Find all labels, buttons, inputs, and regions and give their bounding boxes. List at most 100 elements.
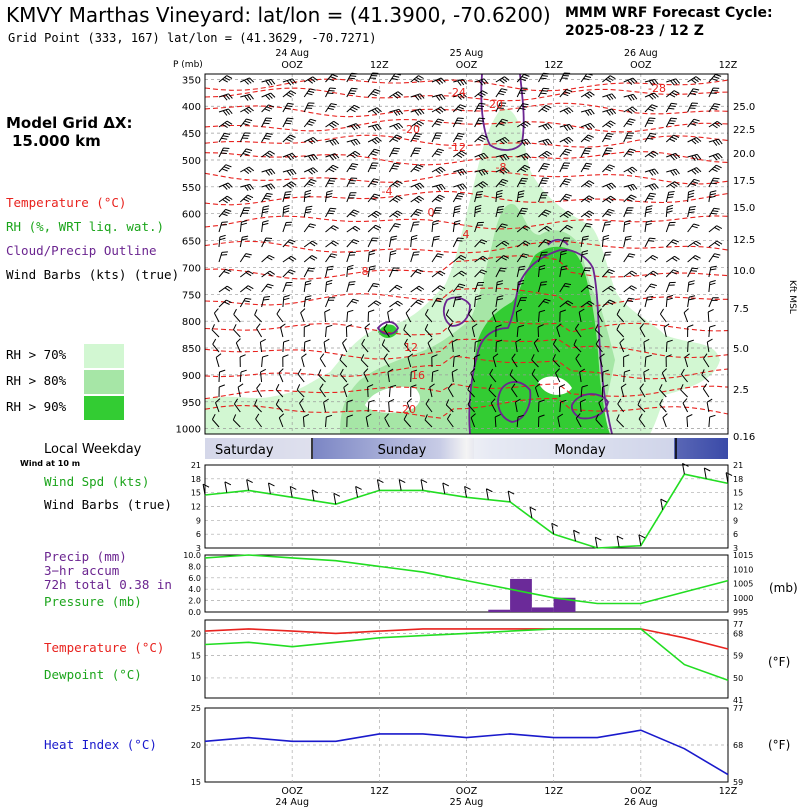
pressure-tick-label: 350 <box>182 75 201 86</box>
wind-barb <box>580 223 593 233</box>
wind-barb <box>683 308 689 323</box>
wind-barb <box>601 221 612 233</box>
wind-barb <box>325 225 339 233</box>
wind-barb <box>601 251 612 263</box>
height-tick-label: 12.5 <box>733 235 755 246</box>
rh-legend-label: RH > 90% <box>6 399 67 414</box>
wind-barb <box>388 162 401 173</box>
wind-barb <box>324 308 331 323</box>
heat-tick-f: 68 <box>733 741 743 750</box>
surface-wind-barb <box>355 485 362 498</box>
wind-barb <box>623 132 634 143</box>
wind-barb <box>580 134 594 143</box>
wind-barb <box>687 255 701 263</box>
wind-barb <box>346 177 358 188</box>
wind-barb <box>239 297 252 308</box>
pressure-line <box>204 554 729 605</box>
wind-barb <box>516 207 528 218</box>
temp-unit-label: (°F) <box>768 655 790 669</box>
surface-wind-barb <box>485 488 493 500</box>
wind-barb <box>516 73 530 83</box>
wind-barb <box>517 138 531 146</box>
wind-barb <box>516 414 524 428</box>
wind-barb <box>644 205 653 218</box>
wind-barb <box>212 338 220 353</box>
wind-barb <box>431 285 446 293</box>
wind-barb <box>580 284 595 293</box>
wind-barb <box>559 399 567 413</box>
wind-barb <box>261 132 273 143</box>
wind-barb <box>367 123 382 131</box>
wind-barb <box>218 147 230 158</box>
wind-barb <box>346 414 353 428</box>
wind-barb <box>474 168 489 176</box>
rh-legend-swatch <box>84 396 124 420</box>
wind-barb <box>559 300 574 308</box>
wind-barb <box>431 270 446 278</box>
wind-barb <box>687 339 694 353</box>
temperature-contour <box>204 255 729 280</box>
wind-barb <box>431 183 446 191</box>
wind-barb <box>559 72 571 83</box>
wind-barb <box>282 117 294 128</box>
surface-wind-barb <box>398 479 406 491</box>
wind-barb <box>474 354 481 368</box>
wind-barb <box>706 338 713 353</box>
wind-barb <box>623 270 638 278</box>
pressure-tick-label: 1005 <box>733 580 753 589</box>
bottom-date-label: 26 Aug <box>624 797 658 808</box>
wind-barb <box>325 153 340 161</box>
wind-barb <box>474 204 482 218</box>
wind-barb <box>598 398 604 413</box>
wind-barb <box>538 209 552 218</box>
surface-wind-barb <box>333 492 341 505</box>
bottom-tick-label: 12Z <box>370 786 389 797</box>
wind-barb <box>254 399 262 413</box>
wind-barb <box>666 152 681 161</box>
wind-barb <box>303 324 311 338</box>
wind-barb <box>623 194 637 203</box>
wind-barb <box>644 296 654 308</box>
wind-barb <box>303 267 315 278</box>
wind-barb <box>516 265 526 278</box>
pressure-tick-label: 850 <box>182 344 201 355</box>
wind-barb <box>597 308 603 323</box>
grid-point-subtitle: Grid Point (333, 167) lat/lon = (41.3629… <box>8 31 376 45</box>
pressure-tick-label: 1000 <box>176 425 201 436</box>
wind-barb <box>282 181 297 189</box>
wind-barb <box>381 339 390 353</box>
wind-barb <box>303 240 318 248</box>
wind-barb <box>453 78 467 86</box>
wind-barb <box>346 309 354 323</box>
wind-barb <box>663 323 670 338</box>
wind-barb <box>389 300 403 308</box>
wind-barb <box>261 283 274 293</box>
wind-barb <box>580 162 593 173</box>
wind-barb <box>665 354 672 368</box>
wind-barb <box>388 223 401 233</box>
wind-barb <box>410 93 425 101</box>
model-grid-value: 15.000 km <box>12 132 101 150</box>
wind-barb <box>495 267 507 278</box>
wind-barb <box>342 338 348 353</box>
temperature-contour-label: -20 <box>485 98 503 111</box>
wind-barb <box>666 181 680 189</box>
wind-barb <box>703 353 710 368</box>
wind-barb <box>259 338 266 353</box>
wind-barb <box>665 239 679 248</box>
wind-barb <box>410 147 422 158</box>
surface-wind-barb <box>376 479 384 491</box>
wind-barb <box>580 91 595 99</box>
top-date-label: 24 Aug <box>275 48 309 59</box>
wind-barb <box>367 162 379 173</box>
wind-barb <box>260 368 267 383</box>
wind-barb <box>261 78 276 86</box>
wind-barb <box>623 166 638 175</box>
wind-barb <box>552 338 561 353</box>
precip-accum-label: 3−hr accum <box>44 563 119 578</box>
pressure-tick-label: 750 <box>182 290 201 301</box>
wind-barb <box>367 399 375 413</box>
temperature-contour-label: 4 <box>463 228 470 241</box>
wind-barb <box>708 190 717 203</box>
wind-barb <box>538 87 550 98</box>
